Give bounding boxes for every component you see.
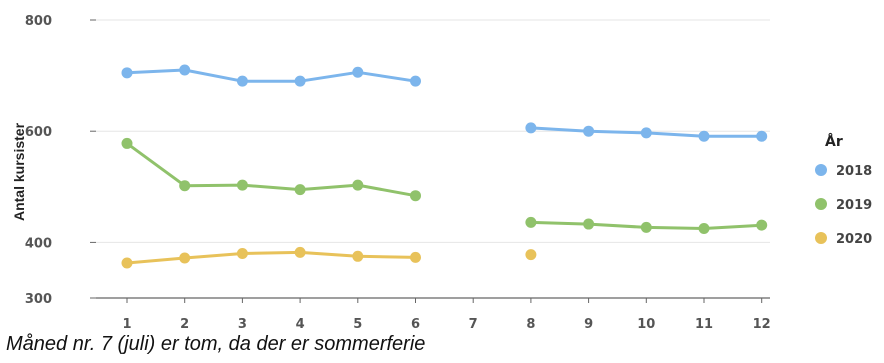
gridlines <box>96 19 770 243</box>
legend-label-2018[interactable]: 2018 <box>836 164 872 179</box>
y-tick-label-800: 800 <box>25 14 52 29</box>
point-2018-6 <box>410 75 421 87</box>
point-2019-6 <box>410 190 421 202</box>
x-tick-label-10: 10 <box>637 317 655 332</box>
x-tick-label-8: 8 <box>526 317 535 332</box>
legend-label-2020[interactable]: 2020 <box>836 232 872 247</box>
legend-marker-2019[interactable] <box>815 198 827 210</box>
x-tick-label-1: 1 <box>122 317 131 332</box>
series-lines <box>121 64 768 269</box>
point-2018-2 <box>179 64 191 76</box>
x-tick-label-9: 9 <box>584 317 593 332</box>
point-2019-1 <box>121 137 133 149</box>
point-2019-9 <box>583 218 595 230</box>
legend-label-2019[interactable]: 2019 <box>836 198 872 213</box>
y-tick-label-300: 300 <box>25 292 52 307</box>
x-tick-label-4: 4 <box>296 317 305 332</box>
x-tick-label-6: 6 <box>411 317 420 332</box>
point-2020-2 <box>179 252 191 264</box>
y-axis-title: Antal kursister <box>11 122 27 221</box>
point-2018-10 <box>640 127 652 139</box>
legend-title: År <box>825 133 843 150</box>
y-tick-label-600: 600 <box>25 125 52 140</box>
point-2019-3 <box>236 179 248 191</box>
point-2018-9 <box>583 125 595 137</box>
series-2020 <box>121 246 537 269</box>
point-2019-5 <box>352 179 364 191</box>
line-2018-segment <box>125 68 417 83</box>
x-tick-label-3: 3 <box>238 317 247 332</box>
point-2018-12 <box>756 130 768 142</box>
point-2020-3 <box>236 248 248 260</box>
point-2018-4 <box>294 75 306 87</box>
y-tick-label-400: 400 <box>25 236 52 251</box>
point-2019-11 <box>698 223 710 234</box>
point-2019-10 <box>640 221 652 233</box>
x-tick-label-2: 2 <box>180 317 189 332</box>
x-tick-label-7: 7 <box>469 317 478 332</box>
x-tick-label-5: 5 <box>353 317 362 332</box>
point-2020-5 <box>352 250 364 262</box>
point-2018-5 <box>352 66 364 78</box>
legend-marker-2020[interactable] <box>815 232 827 244</box>
legend[interactable]: År 2018 2019 2020 <box>815 133 872 247</box>
point-2018-3 <box>236 75 248 87</box>
point-2018-8 <box>525 122 537 134</box>
chart-caption: Måned nr. 7 (juli) er tom, da der er som… <box>6 333 426 355</box>
series-2019 <box>121 137 768 234</box>
x-tick-label-11: 11 <box>695 317 713 332</box>
point-2018-1 <box>121 67 133 79</box>
point-2019-4 <box>294 184 306 196</box>
point-2020-6 <box>410 251 421 263</box>
series-2018 <box>121 64 768 142</box>
point-2019-2 <box>179 180 191 192</box>
line-2020-segment <box>125 250 417 265</box>
legend-marker-2018[interactable] <box>815 164 827 176</box>
point-2020-8 <box>525 249 537 261</box>
point-2018-11 <box>698 130 710 142</box>
x-tick-label-12: 12 <box>753 317 771 332</box>
point-2020-4 <box>294 246 306 258</box>
point-2019-8 <box>525 216 537 228</box>
point-2020-1 <box>121 257 133 269</box>
point-2019-12 <box>756 219 768 231</box>
line-2019-segment <box>125 141 417 198</box>
